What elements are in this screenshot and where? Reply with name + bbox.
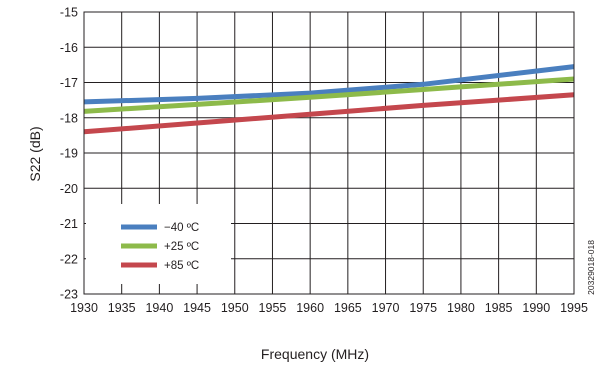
- y-tick-label: -16: [60, 41, 78, 55]
- x-tick-label: 1955: [259, 301, 287, 315]
- series-lines: [83, 64, 575, 135]
- y-tick-labels: -15 -16 -17 -18 -19 -20 -21 -22 -23: [60, 6, 78, 302]
- legend-label: +85 ºC: [164, 260, 199, 272]
- y-tick-label: -20: [60, 182, 78, 196]
- x-tick-label: 1985: [485, 301, 513, 315]
- x-tick-label: 1965: [334, 301, 362, 315]
- series-line: [83, 76, 575, 114]
- legend-label: +25 ºC: [164, 241, 199, 253]
- x-axis-title: Frequency (MHz): [261, 346, 369, 362]
- legend-items: −40 ºC +25 ºC +85 ºC: [121, 222, 199, 272]
- y-axis-title: S22 (dB): [27, 126, 43, 181]
- x-tick-label: 1940: [145, 301, 173, 315]
- x-tick-label: 1970: [372, 301, 400, 315]
- series-line: [83, 92, 575, 135]
- x-tick-label: 1930: [70, 301, 98, 315]
- x-tick-label: 1990: [522, 301, 550, 315]
- series-line: [83, 64, 575, 105]
- plot-frame: [83, 11, 575, 295]
- y-tick-label: -22: [60, 252, 78, 266]
- y-tick-label: -18: [60, 111, 78, 125]
- y-tick-label: -19: [60, 147, 78, 161]
- figure-id-label: 20329018-018: [586, 240, 596, 295]
- x-tick-label: 1975: [409, 301, 437, 315]
- y-tick-label: -23: [60, 288, 78, 302]
- x-tick-label: 1935: [108, 301, 136, 315]
- legend-label: −40 ºC: [164, 222, 199, 234]
- x-tick-label: 1950: [221, 301, 249, 315]
- x-tick-label: 1995: [560, 301, 588, 315]
- x-tick-labels: 1930 1935 1940 1945 1950 1955 1960 1965 1970 1975…: [70, 301, 588, 315]
- x-tick-label: 1980: [447, 301, 475, 315]
- legend-box: [86, 204, 231, 284]
- y-tick-label: -21: [60, 217, 78, 231]
- y-tick-label: -15: [60, 6, 78, 20]
- x-tick-label: 1960: [296, 301, 324, 315]
- x-tick-label: 1945: [183, 301, 211, 315]
- y-tick-label: -17: [60, 76, 78, 90]
- legend: −40 ºC +25 ºC +85 ºC: [86, 204, 231, 284]
